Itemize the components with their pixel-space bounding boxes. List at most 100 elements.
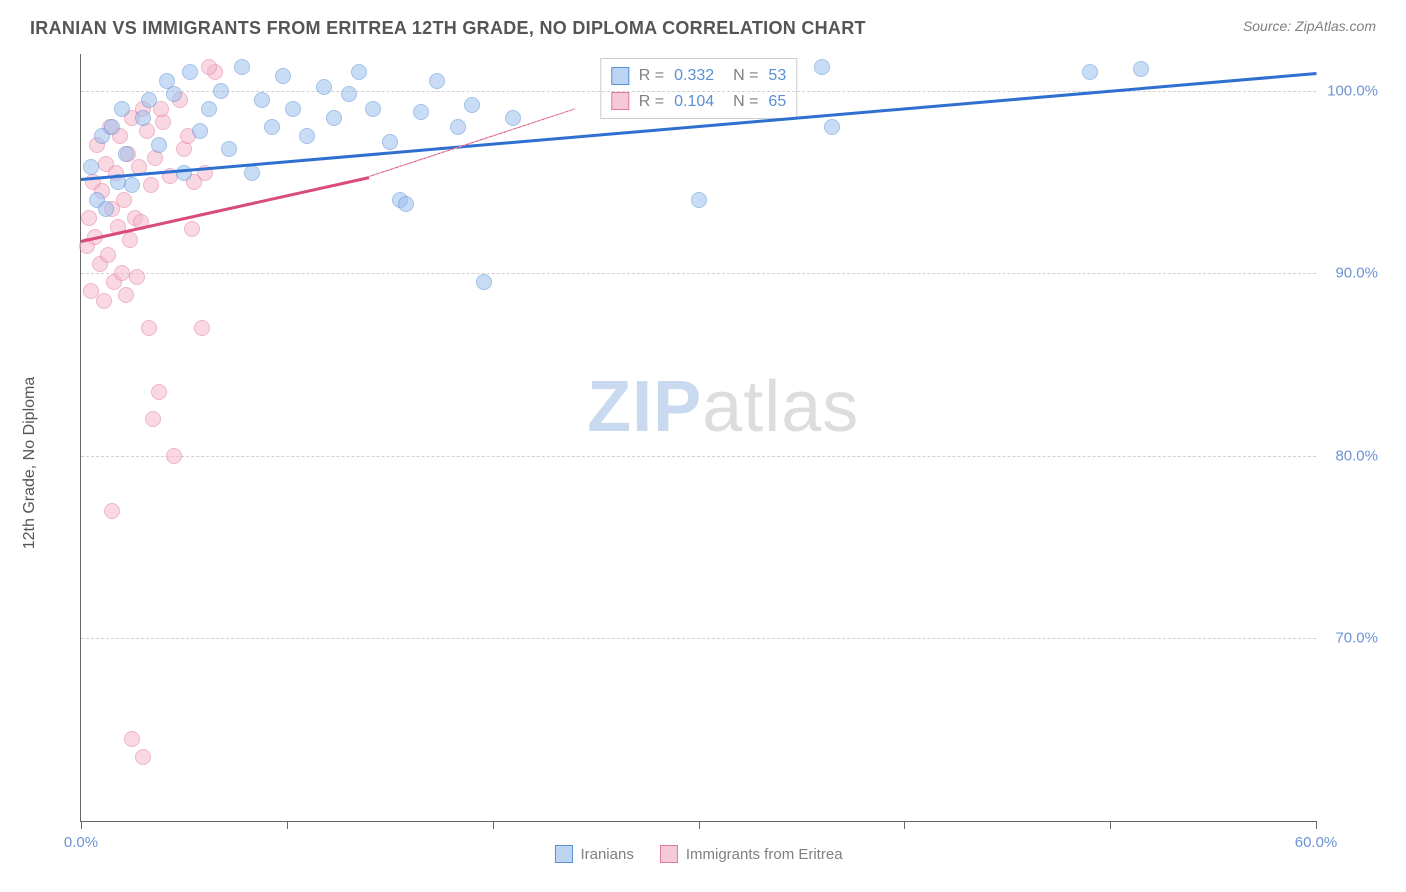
scatter-point (341, 86, 357, 102)
scatter-point (192, 123, 208, 139)
n-label: N = (724, 63, 758, 89)
scatter-point (244, 165, 260, 181)
scatter-point (476, 274, 492, 290)
scatter-point (413, 104, 429, 120)
scatter-point (450, 119, 466, 135)
n-value: 65 (768, 89, 786, 115)
scatter-point (505, 110, 521, 126)
scatter-point (118, 146, 134, 162)
scatter-point (151, 384, 167, 400)
watermark: ZIPatlas (587, 366, 859, 448)
scatter-point (141, 320, 157, 336)
legend-swatch (611, 92, 629, 110)
scatter-point (1133, 61, 1149, 77)
chart-title: IRANIAN VS IMMIGRANTS FROM ERITREA 12TH … (30, 18, 866, 39)
scatter-point (299, 128, 315, 144)
scatter-point (143, 177, 159, 193)
y-tick-label: 80.0% (1335, 447, 1378, 464)
legend-label: Immigrants from Eritrea (686, 846, 843, 863)
grid-line (81, 638, 1316, 639)
x-tick (904, 821, 905, 829)
scatter-point (124, 177, 140, 193)
scatter-point (98, 201, 114, 217)
scatter-point (135, 110, 151, 126)
scatter-point (100, 247, 116, 263)
r-value: 0.332 (674, 63, 714, 89)
scatter-point (398, 196, 414, 212)
scatter-point (104, 503, 120, 519)
n-value: 53 (768, 63, 786, 89)
scatter-point (151, 137, 167, 153)
scatter-point (285, 101, 301, 117)
scatter-point (118, 287, 134, 303)
r-label: R = (639, 89, 664, 115)
legend-stats-box: R = 0.332 N = 53 R = 0.104 N = 65 (600, 58, 797, 119)
scatter-point (145, 411, 161, 427)
y-axis-label: 12th Grade, No Diploma (21, 377, 39, 550)
scatter-point (122, 232, 138, 248)
scatter-point (104, 119, 120, 135)
legend-label: Iranians (580, 846, 633, 863)
source-attribution: Source: ZipAtlas.com (1243, 18, 1376, 34)
y-tick-label: 70.0% (1335, 630, 1378, 647)
scatter-point (464, 97, 480, 113)
scatter-point (234, 59, 250, 75)
legend-swatch (554, 845, 572, 863)
scatter-point (114, 265, 130, 281)
legend-bottom: Iranians Immigrants from Eritrea (554, 845, 842, 863)
x-tick (81, 821, 82, 829)
scatter-point (1082, 64, 1098, 80)
scatter-point (166, 448, 182, 464)
plot-area: ZIPatlas R =0.332 N =53R =0.104 N =65 Ir… (80, 54, 1316, 822)
legend-swatch (611, 67, 629, 85)
x-tick (287, 821, 288, 829)
x-tick-label: 0.0% (64, 834, 98, 851)
grid-line (81, 91, 1316, 92)
n-label: N = (724, 89, 758, 115)
x-tick (1110, 821, 1111, 829)
scatter-point (124, 731, 140, 747)
watermark-part2: atlas (702, 367, 859, 447)
scatter-point (176, 165, 192, 181)
scatter-point (135, 749, 151, 765)
scatter-point (365, 101, 381, 117)
scatter-point (824, 119, 840, 135)
scatter-point (221, 141, 237, 157)
y-tick-label: 100.0% (1327, 82, 1378, 99)
scatter-point (83, 159, 99, 175)
chart-container: 12th Grade, No Diploma ZIPatlas R =0.332… (30, 54, 1386, 872)
scatter-point (166, 86, 182, 102)
legend-item: Immigrants from Eritrea (660, 845, 843, 863)
scatter-point (213, 83, 229, 99)
scatter-point (264, 119, 280, 135)
r-value: 0.104 (674, 89, 714, 115)
scatter-point (201, 101, 217, 117)
scatter-point (184, 221, 200, 237)
grid-line (81, 456, 1316, 457)
y-tick-label: 90.0% (1335, 265, 1378, 282)
watermark-part1: ZIP (587, 367, 702, 447)
scatter-point (316, 79, 332, 95)
scatter-point (129, 269, 145, 285)
scatter-point (275, 68, 291, 84)
x-tick-label: 60.0% (1295, 834, 1338, 851)
x-tick (493, 821, 494, 829)
scatter-point (116, 192, 132, 208)
r-label: R = (639, 63, 664, 89)
scatter-point (326, 110, 342, 126)
legend-stats-row: R = 0.332 N = 53 (611, 63, 786, 89)
scatter-point (201, 59, 217, 75)
scatter-point (182, 64, 198, 80)
grid-line (81, 273, 1316, 274)
scatter-point (81, 210, 97, 226)
scatter-point (382, 134, 398, 150)
scatter-point (351, 64, 367, 80)
trend-line (369, 109, 575, 178)
scatter-point (814, 59, 830, 75)
legend-stats-row: R = 0.104 N = 65 (611, 89, 786, 115)
scatter-point (691, 192, 707, 208)
scatter-point (194, 320, 210, 336)
legend-swatch (660, 845, 678, 863)
x-tick (1316, 821, 1317, 829)
scatter-point (141, 92, 157, 108)
